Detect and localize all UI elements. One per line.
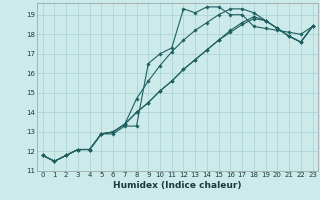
X-axis label: Humidex (Indice chaleur): Humidex (Indice chaleur) (113, 181, 242, 190)
